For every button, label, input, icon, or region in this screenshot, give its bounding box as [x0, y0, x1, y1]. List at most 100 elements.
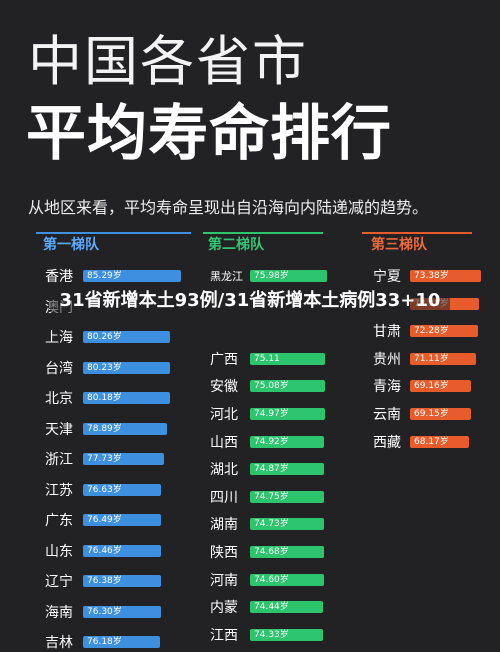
row-label: 西藏: [373, 434, 401, 451]
row-label: 湖南: [210, 517, 238, 534]
data-bar: 69.15岁: [410, 408, 472, 420]
tier-separator: [203, 232, 323, 234]
row-label: 江西: [210, 627, 238, 644]
data-bar: 74.44岁: [250, 601, 324, 614]
data-bar: 74.68岁: [250, 546, 324, 558]
data-bar: 73.38岁: [410, 270, 481, 282]
row-label: 吉林: [45, 635, 73, 651]
data-label: 80.18岁: [87, 393, 122, 403]
tier-separator: [36, 232, 191, 234]
row-label: 青海: [373, 379, 401, 396]
data-bar: 76.63岁: [83, 483, 162, 496]
data-bar: 75.08岁: [250, 380, 325, 393]
data-label: 78.89岁: [87, 423, 122, 434]
tier-title: 第三梯队: [371, 237, 427, 253]
data-bar: 76.46岁: [83, 544, 161, 557]
data-label: 72.28岁: [414, 326, 449, 337]
row-label: 浙江: [45, 452, 73, 468]
overlay-caption: 31省新增本土93例/31省新增本土病例33+10: [50, 288, 450, 314]
data-label: 74.73岁: [254, 519, 289, 530]
data-label: 69.15岁: [414, 409, 449, 419]
data-bar: 74.60岁: [250, 573, 324, 586]
data-label: 75.98岁: [254, 271, 289, 281]
subtitle: 从地区来看，平均寿命呈现出自沿海向内陆递减的趋势。: [28, 198, 429, 217]
row-label: 北京: [45, 391, 73, 407]
data-bar: 85.29岁: [83, 270, 182, 282]
data-label: 75.11: [254, 353, 280, 364]
row-label: 四川: [210, 489, 238, 506]
row-label: 安徽: [210, 379, 238, 396]
row-label: 陕西: [210, 545, 238, 561]
page-title-line2: 平均寿命排行: [26, 99, 392, 169]
data-bar: 80.23岁: [83, 361, 170, 374]
data-bar: 75.98岁: [250, 270, 327, 282]
row-label: 台湾: [45, 360, 73, 377]
data-bar: 76.18岁: [83, 636, 161, 648]
row-label: 山东: [45, 543, 73, 560]
row-label: 天津: [45, 421, 73, 438]
row-label: 海南: [45, 604, 73, 621]
data-bar: 80.26岁: [83, 331, 170, 343]
data-bar: 76.30岁: [83, 605, 161, 618]
row-label: 云南: [373, 407, 401, 423]
row-label: 广东: [45, 513, 73, 529]
row-label: 香港: [45, 269, 73, 285]
data-label: 80.26岁: [87, 332, 122, 342]
data-label: 71.11岁: [414, 353, 449, 364]
data-label: 74.75岁: [254, 491, 289, 502]
data-label: 74.68岁: [254, 547, 289, 557]
data-label: 76.18岁: [87, 637, 122, 647]
data-label: 76.30岁: [87, 606, 122, 617]
row-label: 山西: [210, 434, 238, 451]
data-bar: 75.11: [250, 352, 325, 365]
data-label: 69.16岁: [414, 381, 449, 392]
data-label: 76.46岁: [87, 545, 122, 556]
tier-title: 第一梯队: [43, 237, 99, 253]
data-label: 75.08岁: [254, 381, 289, 392]
data-bar: 72.28岁: [410, 325, 479, 338]
data-bar: 74.75岁: [250, 490, 325, 503]
data-label: 76.63岁: [87, 484, 122, 495]
data-bar: 68.17岁: [410, 435, 469, 448]
data-bar: 71.11岁: [410, 352, 476, 365]
data-label: 76.49岁: [87, 515, 122, 525]
row-label: 江苏: [45, 482, 73, 499]
row-label: 黑龙江: [210, 270, 243, 283]
row-label: 内蒙: [210, 600, 238, 617]
data-bar: 74.97岁: [250, 408, 325, 420]
row-label: 河南: [210, 572, 238, 589]
tier-title: 第二梯队: [208, 237, 264, 253]
data-bar: 80.18岁: [83, 392, 170, 404]
data-bar: 76.38岁: [83, 575, 161, 587]
data-bar: 77.73岁: [83, 453, 164, 465]
row-label: 广西: [210, 351, 238, 368]
row-label: 上海: [45, 330, 73, 346]
row-label: 贵州: [373, 351, 401, 368]
data-bar: 74.73岁: [250, 518, 324, 531]
row-label: 甘肃: [373, 324, 401, 341]
tier-separator: [362, 232, 472, 234]
data-label: 74.44岁: [254, 602, 289, 613]
data-bar: 74.87岁: [250, 463, 325, 476]
data-bar: 76.49岁: [83, 514, 162, 526]
data-label: 77.73岁: [87, 454, 122, 464]
data-label: 85.29岁: [87, 271, 122, 281]
data-bar: 78.89岁: [83, 422, 167, 435]
row-label: 辽宁: [45, 574, 73, 590]
data-label: 80.23岁: [87, 362, 122, 373]
page-title-line1: 中国各省市: [28, 30, 308, 93]
data-bar: 74.92岁: [250, 435, 325, 448]
data-label: 74.92岁: [254, 436, 289, 447]
data-label: 76.38岁: [87, 576, 122, 586]
data-label: 73.38岁: [414, 271, 449, 281]
data-bar: 74.33岁: [250, 628, 324, 641]
row-label: 宁夏: [373, 269, 401, 285]
data-label: 74.87岁: [254, 464, 289, 475]
row-label: 湖北: [210, 462, 238, 479]
data-label: 74.97岁: [254, 409, 289, 419]
row-label: 河北: [210, 407, 238, 423]
data-bar: 69.16岁: [410, 380, 472, 393]
data-label: 74.60岁: [254, 574, 289, 585]
data-label: 74.33岁: [254, 629, 289, 640]
data-label: 68.17岁: [414, 436, 449, 447]
